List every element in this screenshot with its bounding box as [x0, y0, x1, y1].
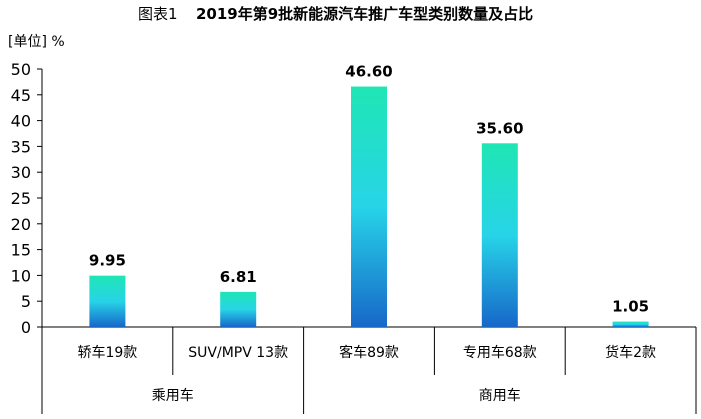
bar — [89, 275, 126, 327]
data-label: 6.81 — [220, 268, 257, 286]
category-label: 客车89款 — [339, 344, 399, 361]
y-tick-label: 40 — [11, 112, 31, 131]
y-axis-ticks: 0 5 10 15 20 25 30 35 40 45 50 — [11, 60, 42, 337]
y-tick-label: 45 — [11, 86, 31, 105]
y-tick-label: 50 — [11, 60, 31, 79]
data-labels: 9.95 6.81 46.60 35.60 1.05 — [89, 63, 649, 316]
category-label: SUV/MPV 13款 — [188, 345, 288, 361]
data-label: 46.60 — [345, 63, 392, 81]
group-label: 乘用车 — [152, 387, 194, 404]
chart-title-prefix: 图表1 — [138, 5, 178, 23]
chart-title: 2019年第9批新能源汽车推广车型类别数量及占比 — [196, 5, 533, 23]
y-tick-label: 0 — [21, 318, 31, 337]
category-label: 轿车19款 — [77, 344, 137, 361]
category-labels: 轿车19款 SUV/MPV 13款 客车89款 专用车68款 货车2款 — [77, 344, 656, 361]
y-tick-label: 10 — [11, 266, 31, 285]
data-label: 1.05 — [612, 298, 649, 316]
y-tick-label: 35 — [11, 137, 31, 156]
data-label: 9.95 — [89, 252, 126, 270]
bar — [220, 291, 257, 327]
bar — [612, 321, 649, 327]
y-tick-label: 20 — [11, 215, 31, 234]
data-label: 35.60 — [476, 119, 523, 137]
y-tick-label: 15 — [11, 241, 31, 260]
y-tick-label: 25 — [11, 189, 31, 208]
group-label: 商用车 — [479, 387, 521, 404]
category-label: 货车2款 — [605, 344, 656, 361]
group-labels: 乘用车 商用车 — [152, 387, 521, 404]
y-tick-label: 5 — [21, 292, 31, 311]
y-tick-label: 30 — [11, 163, 31, 182]
bars — [89, 86, 649, 327]
bar — [481, 143, 518, 327]
category-label: 专用车68款 — [463, 344, 537, 361]
bar — [351, 86, 387, 327]
unit-label: [单位] % — [8, 34, 65, 50]
